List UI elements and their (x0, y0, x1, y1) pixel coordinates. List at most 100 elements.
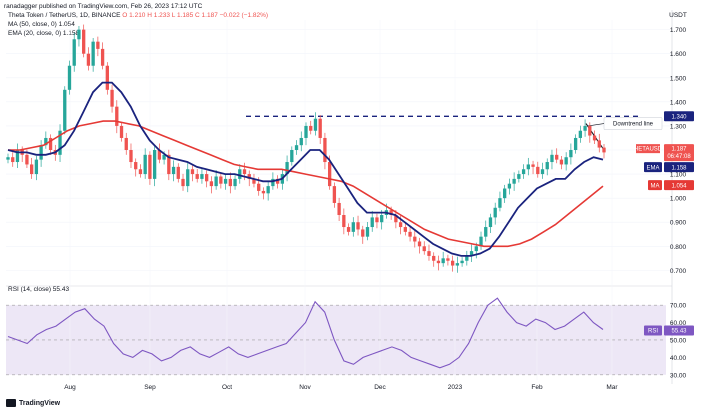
resistance-badge (664, 111, 694, 122)
candle-body (152, 150, 157, 179)
candle-body (597, 140, 601, 148)
candle-body (271, 178, 275, 187)
candle-body (446, 258, 450, 261)
rsi-label: RSI (648, 329, 658, 335)
candle-body (503, 188, 507, 199)
price-tick-label: 1.500 (670, 75, 687, 82)
candle-body (479, 236, 483, 247)
candle-body (63, 89, 67, 131)
candle-body (578, 130, 583, 138)
candle-body (205, 174, 209, 182)
candle-body (380, 215, 384, 223)
candle-body (346, 227, 351, 232)
candle-body (200, 174, 204, 179)
price-tick-label: 1.100 (670, 172, 687, 179)
candle-body (115, 106, 119, 126)
ema-label-bg (644, 162, 662, 173)
candle-body (540, 169, 545, 175)
candle-body (110, 89, 114, 107)
candle-body (375, 217, 379, 223)
candle-body (573, 137, 578, 150)
candle-body (100, 48, 105, 66)
candle-body (25, 154, 29, 165)
candle-body (450, 260, 455, 266)
rsi-tick-label: 70.00 (670, 303, 687, 310)
time-tick-label: Dec (374, 384, 386, 391)
ema-label: EMA (646, 165, 659, 171)
candle-body (91, 41, 95, 66)
price-tick-label: 0.700 (670, 268, 687, 275)
candle-body (82, 29, 86, 54)
price-badge-value: 1.187 (671, 147, 687, 153)
candle-body (34, 159, 39, 175)
candle-body (171, 166, 176, 175)
candle-body (48, 137, 53, 150)
rsi-tick-label: 30.00 (670, 372, 687, 379)
candle-body (564, 157, 568, 165)
time-tick-label: Sep (144, 384, 156, 391)
rsi-tick-label: 50.00 (670, 337, 687, 344)
currency-label: USDT (669, 12, 687, 19)
ema-20-line (7, 81, 604, 257)
candle-body (427, 251, 431, 256)
candle-body (214, 176, 218, 187)
candle-body (77, 29, 81, 40)
candle-body (559, 159, 564, 165)
candle-body (219, 176, 223, 184)
candle-body (134, 162, 138, 170)
rsi-label-bg (644, 325, 662, 336)
ma-badge-value: 1.054 (671, 183, 687, 189)
publisher-line: ranadagger published on TradingView.com,… (4, 3, 203, 10)
candle-body (356, 222, 360, 230)
candle-body (583, 125, 587, 131)
candle-body (157, 150, 162, 160)
candle-body (521, 169, 526, 175)
candle-body (323, 137, 327, 163)
candle-body (327, 162, 332, 187)
candle-body (167, 154, 171, 175)
price-tick-label: 1.700 (670, 27, 687, 34)
rsi-legend: RSI (14, close) 55.43 (8, 286, 70, 293)
time-tick-label: Feb (531, 384, 543, 391)
candle-body (351, 222, 355, 232)
candle-body (223, 178, 228, 184)
candle-body (370, 217, 374, 228)
price-badge (664, 144, 694, 162)
candle-body (507, 183, 512, 189)
candle-body (266, 186, 270, 194)
ema-legend: EMA (20, close, 0) 1.158 (8, 30, 80, 37)
candle-body (550, 154, 554, 163)
candle-body (526, 164, 530, 170)
time-tick-label: Oct (222, 384, 232, 391)
rsi-tick-label: 60.00 (670, 320, 687, 327)
candle-body (413, 236, 417, 242)
candle-body (72, 39, 76, 66)
candle-body (517, 174, 521, 179)
candle-body (181, 178, 185, 187)
candle-body (290, 150, 294, 163)
candle-body (318, 118, 322, 138)
candle-body (39, 145, 43, 160)
candle-body (105, 65, 109, 90)
tradingview-logo[interactable]: TradingView (6, 399, 60, 407)
candle-body (186, 169, 190, 187)
price-tick-label: 1.300 (670, 123, 687, 130)
candle-body (238, 169, 242, 179)
candle-body (252, 178, 256, 184)
candle-body (233, 178, 237, 187)
candle-body (545, 162, 549, 170)
candle-body (432, 255, 436, 261)
candle-body (313, 118, 318, 131)
ma-badge (664, 180, 694, 191)
rsi-badge-value: 55.43 (671, 329, 687, 335)
candle-body (436, 260, 441, 264)
candle-body (6, 157, 10, 160)
candle-body (242, 169, 247, 175)
candle-body (602, 147, 606, 153)
candle-body (408, 231, 412, 237)
candle-body (247, 174, 251, 179)
candle-body (195, 174, 199, 179)
rsi-badge (664, 325, 694, 336)
price-tick-label: 1.400 (670, 99, 687, 106)
